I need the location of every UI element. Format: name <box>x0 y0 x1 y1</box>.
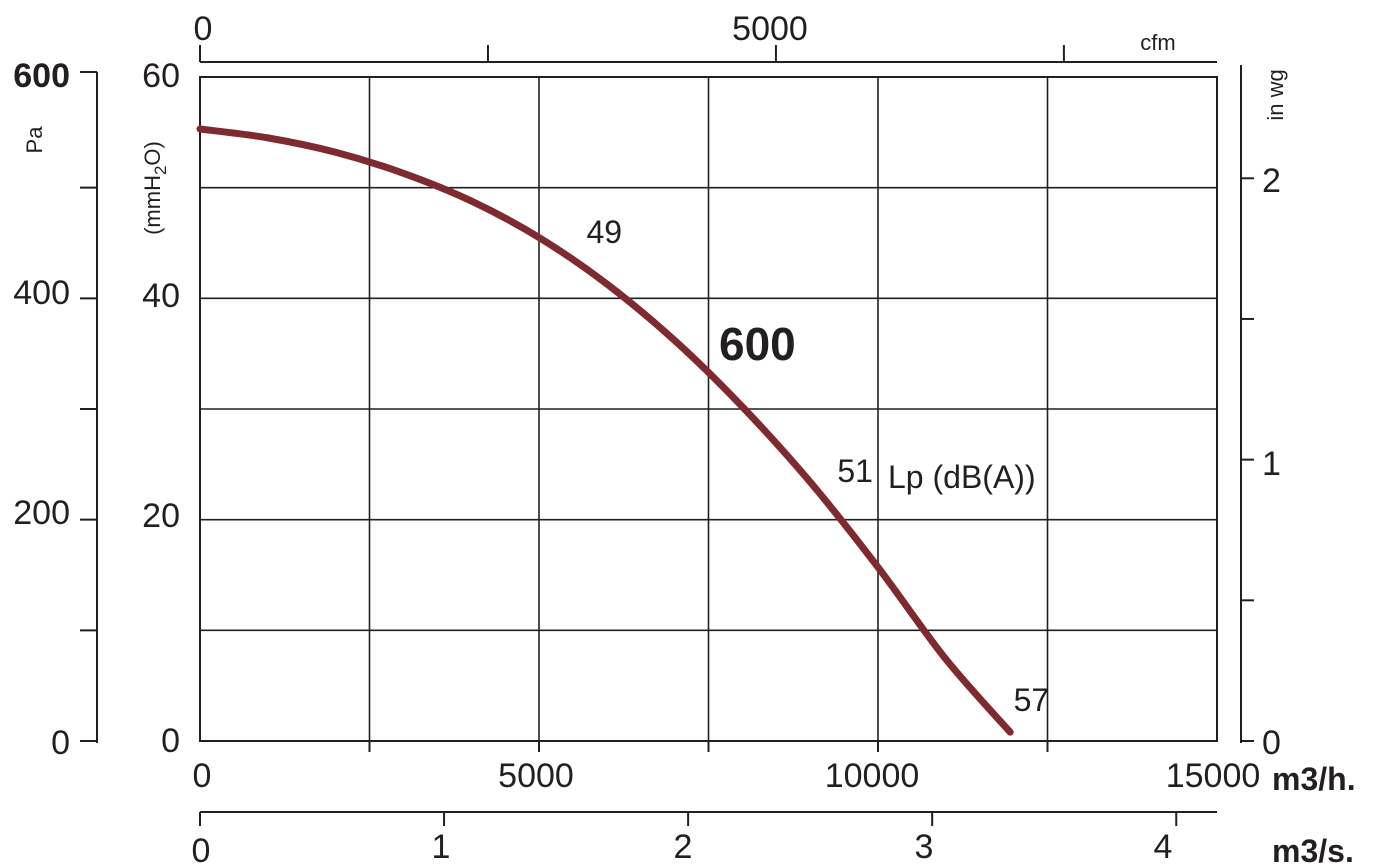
pa-tick-label: 0 <box>51 724 70 762</box>
inwg-tick-label: 1 <box>1262 445 1281 483</box>
pa-tick-label: 400 <box>13 274 70 312</box>
mmh2o-tick-label: 0 <box>161 722 180 760</box>
pa-unit-label: Pa <box>22 126 47 154</box>
m3s-tick-label: 2 <box>674 828 693 866</box>
axis-ticks <box>80 45 1254 826</box>
inwg-unit-label: in wg <box>1263 69 1288 120</box>
m3s-tick-label: 1 <box>432 828 451 866</box>
m3s-unit-label: m3/s. <box>1272 833 1354 867</box>
cfm-tick-label: 5000 <box>732 10 808 48</box>
m3s-tick-label: 4 <box>1154 828 1173 866</box>
m3h-tick-label: 10000 <box>825 757 920 795</box>
m3h-unit-label: m3/h. <box>1272 761 1356 797</box>
cfm-unit-label: cfm <box>1140 30 1175 55</box>
m3h-tick-label: 15000 <box>1166 757 1261 795</box>
noise-level-label: 51 <box>837 453 873 489</box>
m3h-tick-label: 0 <box>193 757 212 795</box>
inwg-tick-label: 2 <box>1262 162 1281 200</box>
m3s-tick-label: 3 <box>915 828 934 866</box>
mmh2o-tick-label: 40 <box>142 277 180 315</box>
mmh2o-unit-label: (mmH2O) <box>140 141 170 235</box>
cfm-tick-label: 0 <box>194 10 213 48</box>
lp-label: Lp (dB(A)) <box>888 459 1036 495</box>
gridlines <box>200 77 1217 741</box>
inwg-tick-label: 0 <box>1262 724 1281 762</box>
m3s-tick-label: 0 <box>192 832 211 867</box>
noise-level-label: 57 <box>1014 682 1050 718</box>
fan-curve-600 <box>196 125 1014 736</box>
model-label: 600 <box>719 318 796 370</box>
pa-tick-label: 600 <box>13 57 70 95</box>
m3h-tick-label: 5000 <box>498 757 574 795</box>
mmh2o-tick-label: 20 <box>142 497 180 535</box>
noise-level-label: 49 <box>586 214 622 250</box>
mmh2o-tick-label: 60 <box>142 57 180 95</box>
noise-labels: 49 51 57 <box>586 214 1049 718</box>
pa-tick-label: 200 <box>13 494 70 532</box>
